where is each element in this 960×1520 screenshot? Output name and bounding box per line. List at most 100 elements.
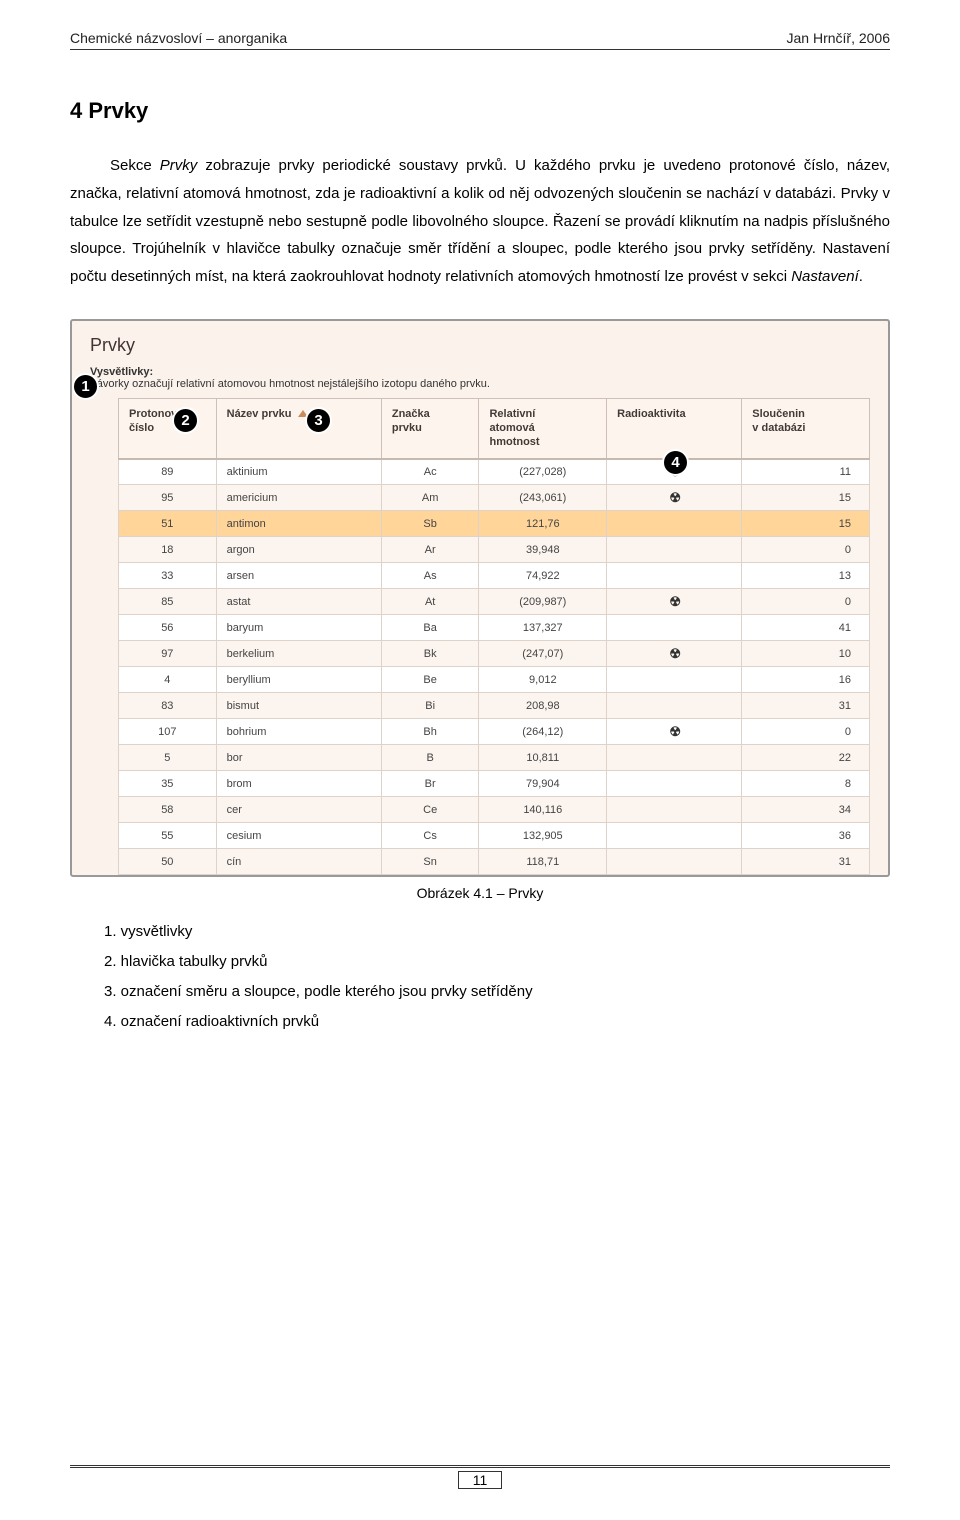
cell-symbol: Sn [381,849,479,875]
cell-name: bismut [216,693,381,719]
elements-table: Protonové číslo Název prvku Značka prvku [118,398,870,875]
cell-mass: (209,987) [479,589,607,615]
cell-name: antimon [216,511,381,537]
table-header-row: Protonové číslo Název prvku Značka prvku [119,398,870,458]
cell-symbol: Br [381,771,479,797]
cell-mass: 74,922 [479,563,607,589]
col-h-text: hmotnost [489,436,539,448]
cell-mass: 39,948 [479,537,607,563]
table-row[interactable]: 83bismutBi208,9831 [119,693,870,719]
cell-radio [607,693,742,719]
col-proton-number[interactable]: Protonové číslo [119,398,217,458]
legend-item-4: 4. označení radioaktivních prvků [104,1007,890,1037]
cell-name: astat [216,589,381,615]
cell-name: cer [216,797,381,823]
col-rel-mass[interactable]: Relativní atomová hmotnost [479,398,607,458]
cell-symbol: As [381,563,479,589]
cell-pn: 58 [119,797,217,823]
cell-symbol: Ce [381,797,479,823]
cell-pn: 33 [119,563,217,589]
cell-mass: 79,904 [479,771,607,797]
table-row[interactable]: 51antimonSb121,76 15 [119,511,870,537]
table-row[interactable]: 85astatAt(209,987)☢0 [119,589,870,615]
table-row[interactable]: 55cesiumCs132,90536 [119,823,870,849]
table-row[interactable]: 89aktiniumAc(227,028)☢11 [119,459,870,485]
cell-name: cín [216,849,381,875]
col-h-text: Název prvku [227,408,292,420]
cell-db: 15 [742,485,870,511]
cell-radio [607,537,742,563]
cell-pn: 51 [119,511,217,537]
cell-radio: ☢ [607,589,742,615]
screenshot-subtitle-text: Závorky označují relativní atomovou hmot… [90,378,870,390]
cell-mass: 121,76 [479,511,607,537]
cell-radio [607,615,742,641]
cell-radio [607,797,742,823]
table-row[interactable]: 97berkeliumBk(247,07)☢10 [119,641,870,667]
cell-name: aktinium [216,459,381,485]
cell-symbol: Bh [381,719,479,745]
callout-2: 2 [172,407,199,434]
radioactive-icon: ☢ [669,724,679,739]
table-row[interactable]: 18argonAr39,9480 [119,537,870,563]
table-row[interactable]: 95americiumAm(243,061)☢15 [119,485,870,511]
cell-pn: 55 [119,823,217,849]
cell-symbol: Am [381,485,479,511]
col-h-text: Značka [392,408,430,420]
cell-name: berkelium [216,641,381,667]
cell-db: 10 [742,641,870,667]
table-row[interactable]: 50cínSn118,7131 [119,849,870,875]
cell-symbol: At [381,589,479,615]
cell-mass: 9,012 [479,667,607,693]
cell-symbol: Be [381,667,479,693]
cell-mass: 137,327 [479,615,607,641]
col-h-text: Radioaktivita [617,408,685,420]
cell-db: 41 [742,615,870,641]
cell-radio: ☢ [607,641,742,667]
cell-name: argon [216,537,381,563]
cell-symbol: Sb [381,511,479,537]
cell-pn: 56 [119,615,217,641]
cell-name: brom [216,771,381,797]
cell-db: 36 [742,823,870,849]
cell-db: 34 [742,797,870,823]
page-number: 11 [458,1471,503,1489]
table-row[interactable]: 58cerCe140,11634 [119,797,870,823]
cell-name: arsen [216,563,381,589]
cell-db: 11 [742,459,870,485]
p-s3: zobrazuje prvky periodické soustavy prvk… [70,157,890,285]
table-row[interactable]: 4berylliumBe9,01216 [119,667,870,693]
table-row[interactable]: 35bromBr79,9048 [119,771,870,797]
page-header: Chemické názvosloví – anorganika Jan Hrn… [70,30,890,50]
cell-db: 0 [742,537,870,563]
table-row[interactable]: 56baryumBa137,327 41 [119,615,870,641]
col-symbol[interactable]: Značka prvku [381,398,479,458]
figure-wrapper: 1 2 3 4 Prvky Vysvětlivky: Závorky označ… [70,319,890,901]
screenshot-panel: 1 2 3 4 Prvky Vysvětlivky: Závorky označ… [70,319,890,877]
cell-mass: (227,028) [479,459,607,485]
cell-db: 13 [742,563,870,589]
cell-symbol: B [381,745,479,771]
cell-name: baryum [216,615,381,641]
cell-db: 15 [742,511,870,537]
cell-name: cesium [216,823,381,849]
p-s4: Nastavení [791,268,859,285]
cell-symbol: Bk [381,641,479,667]
cell-radio [607,849,742,875]
cell-name: bor [216,745,381,771]
table-row[interactable]: 33arsenAs74,922 13 [119,563,870,589]
elements-table-wrap: Protonové číslo Název prvku Značka prvku [118,398,870,875]
cell-pn: 5 [119,745,217,771]
legend-item-3: 3. označení směru a sloupce, podle které… [104,977,890,1007]
cell-symbol: Ba [381,615,479,641]
screenshot-subtitle-bold: Vysvětlivky: [90,366,870,378]
table-row[interactable]: 107bohriumBh(264,12)☢0 [119,719,870,745]
cell-radio [607,745,742,771]
cell-mass: (243,061) [479,485,607,511]
col-compounds[interactable]: Sloučenin v databázi [742,398,870,458]
table-row[interactable]: 5borB10,81122 [119,745,870,771]
cell-db: 8 [742,771,870,797]
cell-db: 22 [742,745,870,771]
cell-name: beryllium [216,667,381,693]
col-name[interactable]: Název prvku [216,398,381,458]
